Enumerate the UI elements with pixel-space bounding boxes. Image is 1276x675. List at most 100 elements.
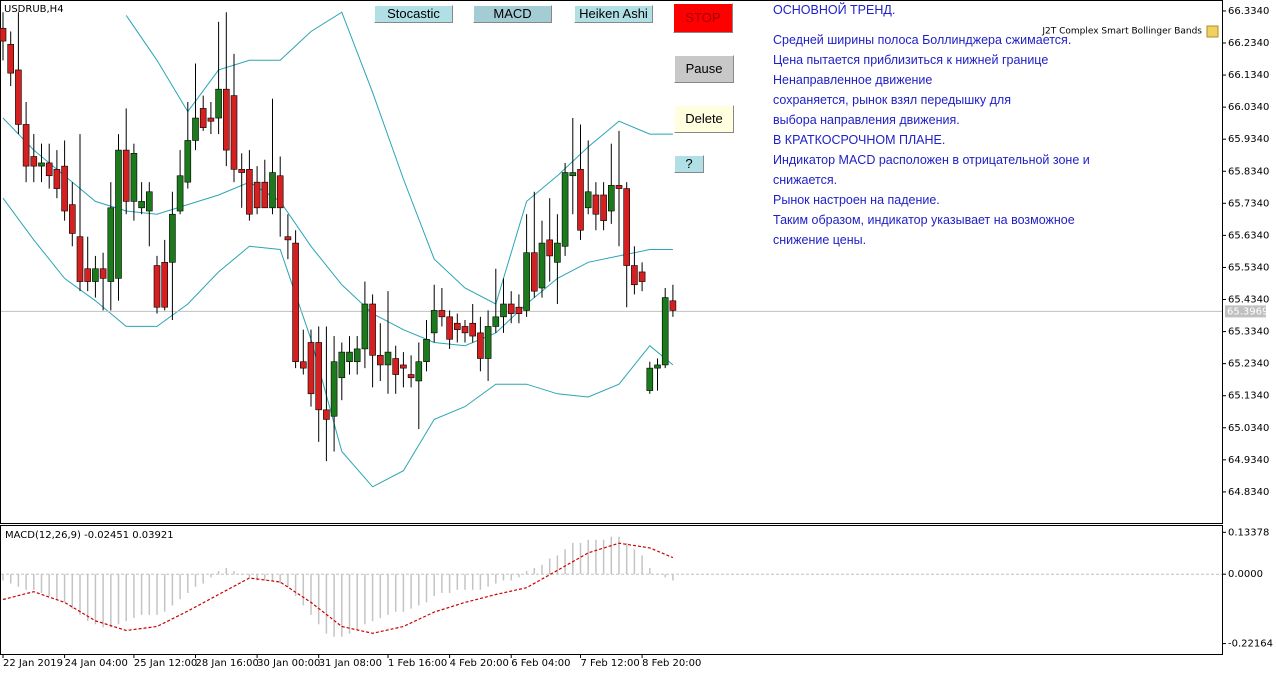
candle-body bbox=[7, 43, 14, 74]
button[interactable]: Stocastic bbox=[374, 5, 453, 23]
candle-body bbox=[546, 239, 554, 257]
candle-body bbox=[192, 117, 199, 141]
candle-body bbox=[207, 117, 215, 122]
x-tick-label: 22 Jan 2019 bbox=[3, 658, 63, 669]
commentary-line: Средней ширины полоса Боллинджера сжимае… bbox=[773, 33, 1072, 47]
candle-body bbox=[654, 364, 661, 369]
button[interactable]: STOP bbox=[673, 3, 733, 33]
candle-body bbox=[261, 181, 269, 209]
candle-body bbox=[146, 191, 153, 212]
y-tick-label: 65.3340 bbox=[1228, 327, 1269, 338]
candle-body bbox=[631, 265, 638, 286]
commentary-line: Рынок настроен на падение. bbox=[773, 193, 940, 207]
candle-body bbox=[292, 242, 299, 363]
button[interactable]: MACD bbox=[473, 5, 552, 23]
candle-body bbox=[615, 185, 623, 189]
candle-body bbox=[461, 326, 469, 334]
commentary-line: снижается. bbox=[773, 173, 838, 187]
y-tick-label: 66.0340 bbox=[1228, 102, 1269, 113]
candle-body bbox=[284, 236, 292, 241]
candle-body bbox=[215, 88, 222, 119]
candle-body bbox=[400, 364, 407, 369]
y-tick-label: 65.8340 bbox=[1228, 166, 1269, 177]
y-tick-label: 64.9340 bbox=[1228, 455, 1269, 466]
button[interactable]: Pause bbox=[674, 55, 734, 83]
y-tick-label: 65.9340 bbox=[1228, 134, 1269, 145]
candle-body bbox=[130, 153, 138, 202]
candle-body bbox=[584, 191, 592, 209]
last-price-label: 65.3969 bbox=[1227, 306, 1268, 317]
candle-body bbox=[353, 348, 361, 363]
candle-body bbox=[84, 268, 91, 282]
candle-body bbox=[492, 316, 500, 327]
candle-body bbox=[122, 149, 130, 202]
commentary-line: ОСНОВНОЙ ТРЕНД. bbox=[773, 3, 896, 17]
candle-body bbox=[230, 95, 238, 170]
y-tick-label: 0.0000 bbox=[1228, 569, 1263, 580]
candle-body bbox=[361, 303, 369, 350]
candle-body bbox=[438, 310, 446, 318]
candle-body bbox=[315, 342, 323, 411]
candle-body bbox=[407, 374, 415, 379]
candle-body bbox=[176, 175, 184, 212]
candle-body bbox=[500, 303, 507, 318]
candle-body bbox=[661, 297, 669, 366]
candle-body bbox=[30, 156, 38, 167]
candle-body bbox=[577, 169, 584, 231]
candle-body bbox=[538, 242, 546, 289]
y-tick-label: 65.5340 bbox=[1228, 262, 1269, 273]
y-tick-label: 65.0340 bbox=[1228, 423, 1269, 434]
x-tick-label: 30 Jan 00:00 bbox=[257, 658, 320, 669]
commentary-line: Цена пытается приблизиться к нижней гран… bbox=[773, 53, 1049, 67]
candle-body bbox=[53, 169, 61, 189]
candle-body bbox=[223, 88, 230, 151]
candle-body bbox=[330, 361, 338, 417]
commentary-line: выбора направления движения. bbox=[773, 113, 960, 127]
candle-body bbox=[269, 172, 276, 209]
button[interactable]: Delete bbox=[674, 105, 734, 133]
candle-body bbox=[638, 271, 646, 282]
candle-body bbox=[477, 332, 484, 359]
y-tick-label: -0.22164 bbox=[1228, 639, 1273, 650]
bollinger-band bbox=[125, 11, 673, 305]
indicator-label: J2T Complex Smart Bollinger Bands bbox=[1041, 27, 1202, 37]
macd-panel-frame bbox=[0, 525, 1223, 655]
candle-body bbox=[115, 149, 122, 279]
x-tick-label: 7 Feb 12:00 bbox=[581, 658, 640, 669]
candle-body bbox=[184, 140, 192, 183]
y-tick-label: 66.3340 bbox=[1228, 6, 1269, 17]
candle-body bbox=[22, 124, 30, 167]
candle-body bbox=[592, 194, 600, 215]
indicator-icon bbox=[1206, 25, 1219, 38]
candle-body bbox=[515, 306, 523, 314]
commentary-line: сохраняется, рынок взял передышку для bbox=[773, 93, 1011, 107]
y-tick-label: 0.13378 bbox=[1228, 527, 1269, 538]
candle-body bbox=[99, 268, 107, 279]
candle-body bbox=[446, 316, 453, 340]
y-tick-label: 66.1340 bbox=[1228, 70, 1269, 81]
candle-body bbox=[392, 358, 400, 375]
candle-body bbox=[45, 162, 53, 177]
candle-body bbox=[530, 252, 538, 292]
button[interactable]: Heiken Ashi bbox=[574, 5, 653, 23]
candle-body bbox=[161, 262, 168, 308]
candle-body bbox=[430, 310, 438, 334]
candle-body bbox=[246, 169, 253, 215]
candle-body bbox=[15, 69, 22, 125]
candle-body bbox=[646, 367, 654, 391]
candle-body bbox=[507, 303, 515, 314]
candle-body bbox=[569, 172, 577, 177]
candle-body bbox=[92, 268, 99, 282]
button[interactable]: ? bbox=[674, 155, 704, 173]
candle-body bbox=[138, 201, 145, 209]
candle-body bbox=[346, 351, 353, 363]
candle-body bbox=[384, 351, 392, 366]
commentary-line: Индикатор MACD расположен в отрицательно… bbox=[773, 153, 1090, 167]
candle-body bbox=[69, 204, 76, 234]
commentary-line: Таким образом, индикатор указывает на во… bbox=[773, 213, 1075, 227]
commentary-line: В КРАТКОСРОЧНОМ ПЛАНЕ. bbox=[773, 133, 946, 147]
y-tick-label: 65.1340 bbox=[1228, 391, 1269, 402]
candle-body bbox=[169, 213, 176, 263]
